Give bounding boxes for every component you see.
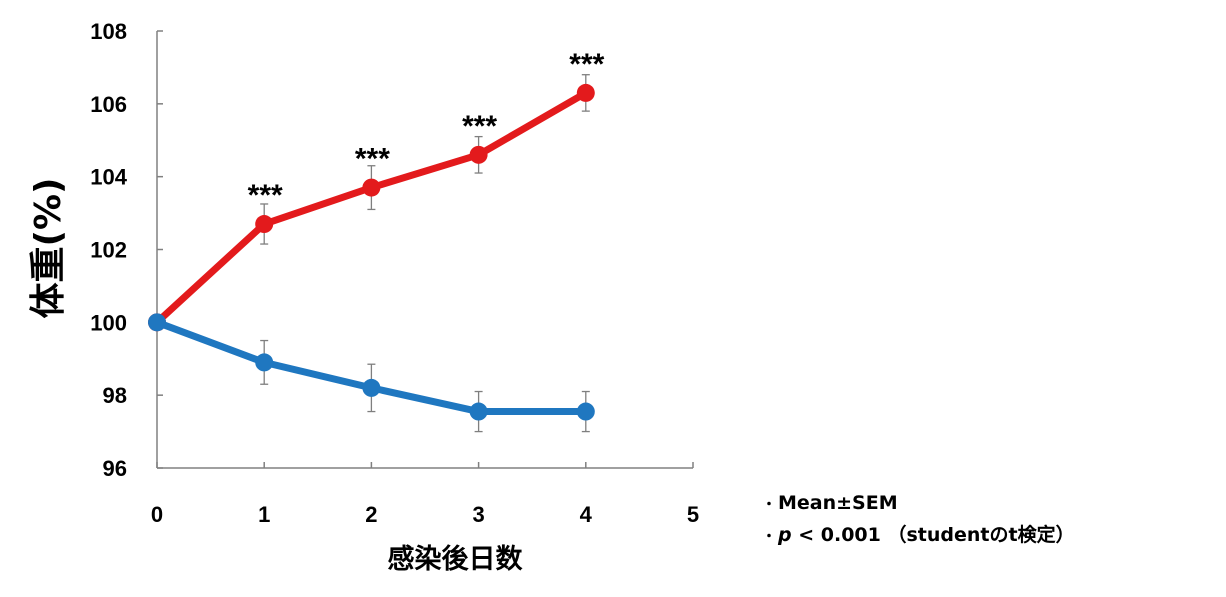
data-point [362,178,381,197]
data-point [576,402,595,421]
axes: 96 98 100 102 104 106 108 0 1 2 3 4 5 [90,19,699,527]
x-tick-label: 5 [687,502,699,527]
data-point [469,145,488,164]
y-axis-title: 体重(%) [28,178,69,319]
significance-label: *** [569,48,604,81]
annotation-layer: *** *** *** *** [248,48,605,212]
data-point [362,378,381,397]
y-tick-label: 96 [103,456,127,481]
significance-label: *** [248,179,283,212]
note-bullet: ・ [762,529,776,545]
notes-box: ・ Mean±SEM ・ p < 0.001 （studentのt検定） [762,488,1075,552]
note-pvalue-text: < 0.001 （studentのt検定） [791,524,1075,546]
x-tick-label: 0 [151,502,163,527]
significance-label: *** [355,143,390,176]
note-p-symbol: p [778,524,792,546]
series-layer [148,74,595,433]
series-1 [148,74,595,332]
note-pvalue: ・ p < 0.001 （studentのt検定） [762,520,1075,552]
x-tick-label: 3 [472,502,484,527]
x-axis-title: 感染後日数 [388,543,524,575]
significance-label: *** [462,110,497,143]
data-point [576,83,595,102]
y-tick-label: 106 [90,92,127,117]
x-tick-label: 2 [365,502,377,527]
data-point [148,313,166,332]
y-tick-label: 100 [90,310,127,335]
y-tick-label: 108 [90,19,127,44]
note-mean-sem: ・ Mean±SEM [762,488,1075,520]
data-point [255,353,274,372]
y-tick-label: 102 [90,238,127,263]
note-bullet: ・ [762,497,776,513]
x-tick-label: 4 [580,502,593,527]
data-point [469,402,488,421]
note-mean-sem-text: Mean±SEM [778,492,898,514]
data-point [255,215,274,234]
x-tick-label: 1 [258,502,270,527]
y-tick-label: 104 [90,165,127,190]
y-tick-label: 98 [103,383,127,408]
series-2 [148,313,595,433]
